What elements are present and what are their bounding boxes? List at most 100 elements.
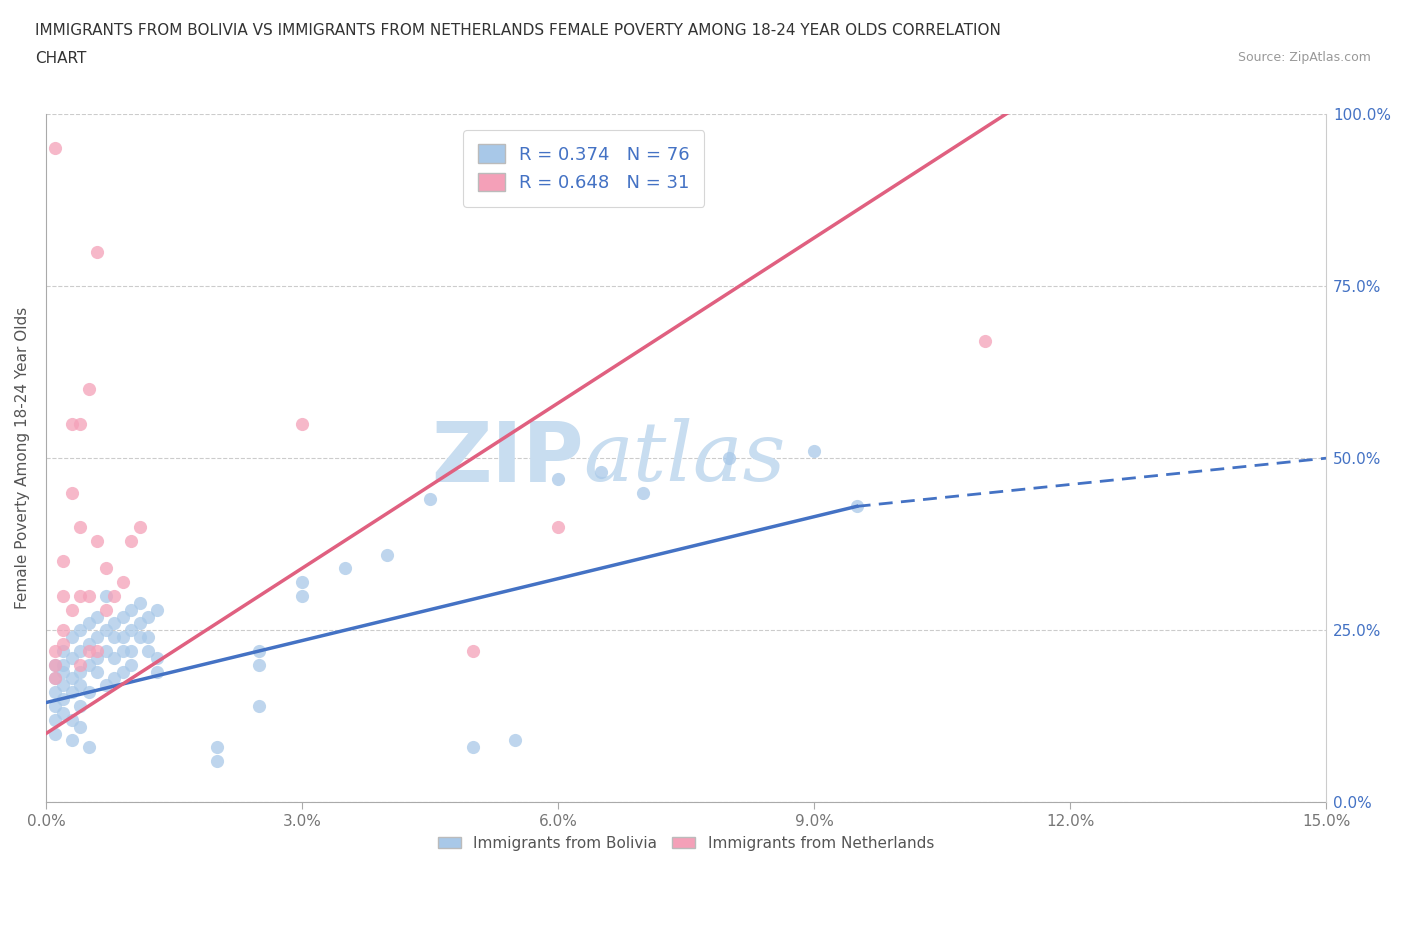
Point bbox=[128, 630, 150, 644]
Point bbox=[205, 740, 228, 755]
Point bbox=[505, 733, 527, 748]
Point bbox=[69, 664, 91, 679]
Text: CHART: CHART bbox=[35, 51, 87, 66]
Point bbox=[69, 520, 91, 535]
Point bbox=[845, 498, 868, 513]
Point bbox=[547, 520, 569, 535]
Point bbox=[60, 603, 83, 618]
Point bbox=[633, 485, 655, 500]
Point bbox=[52, 658, 75, 672]
Legend: Immigrants from Bolivia, Immigrants from Netherlands: Immigrants from Bolivia, Immigrants from… bbox=[432, 830, 941, 857]
Point bbox=[547, 472, 569, 486]
Point bbox=[60, 650, 83, 665]
Point bbox=[103, 589, 125, 604]
Text: Source: ZipAtlas.com: Source: ZipAtlas.com bbox=[1237, 51, 1371, 64]
Point bbox=[128, 595, 150, 610]
Point bbox=[128, 616, 150, 631]
Point bbox=[247, 644, 270, 658]
Point bbox=[86, 609, 108, 624]
Point bbox=[69, 644, 91, 658]
Point bbox=[77, 589, 100, 604]
Point bbox=[461, 644, 484, 658]
Point bbox=[77, 616, 100, 631]
Point bbox=[146, 664, 169, 679]
Point bbox=[44, 726, 66, 741]
Point bbox=[60, 417, 83, 432]
Point bbox=[111, 664, 134, 679]
Point bbox=[111, 644, 134, 658]
Point bbox=[247, 698, 270, 713]
Point bbox=[461, 740, 484, 755]
Point bbox=[69, 719, 91, 734]
Point bbox=[77, 740, 100, 755]
Point bbox=[52, 637, 75, 652]
Point bbox=[77, 382, 100, 397]
Point bbox=[94, 644, 117, 658]
Point bbox=[94, 603, 117, 618]
Point bbox=[120, 534, 142, 549]
Point bbox=[94, 623, 117, 638]
Point bbox=[291, 417, 314, 432]
Point bbox=[111, 575, 134, 590]
Point bbox=[86, 650, 108, 665]
Point bbox=[333, 561, 356, 576]
Point bbox=[44, 141, 66, 156]
Point bbox=[77, 684, 100, 699]
Point bbox=[138, 644, 160, 658]
Point bbox=[146, 650, 169, 665]
Point bbox=[44, 671, 66, 686]
Point bbox=[44, 698, 66, 713]
Point bbox=[60, 684, 83, 699]
Point bbox=[52, 664, 75, 679]
Point bbox=[86, 630, 108, 644]
Point bbox=[138, 630, 160, 644]
Point bbox=[86, 245, 108, 259]
Point bbox=[291, 575, 314, 590]
Point bbox=[803, 444, 825, 458]
Point bbox=[146, 603, 169, 618]
Point bbox=[69, 589, 91, 604]
Point bbox=[52, 678, 75, 693]
Point bbox=[103, 616, 125, 631]
Point bbox=[973, 334, 995, 349]
Text: atlas: atlas bbox=[583, 418, 786, 498]
Point bbox=[103, 671, 125, 686]
Point bbox=[77, 644, 100, 658]
Point bbox=[375, 547, 398, 562]
Point bbox=[120, 658, 142, 672]
Point bbox=[60, 630, 83, 644]
Point bbox=[86, 534, 108, 549]
Point bbox=[60, 733, 83, 748]
Point bbox=[44, 712, 66, 727]
Point bbox=[69, 658, 91, 672]
Point bbox=[44, 658, 66, 672]
Point bbox=[111, 609, 134, 624]
Point bbox=[205, 753, 228, 768]
Point bbox=[86, 644, 108, 658]
Point bbox=[69, 417, 91, 432]
Point bbox=[52, 644, 75, 658]
Text: ZIP: ZIP bbox=[432, 418, 583, 498]
Point bbox=[69, 678, 91, 693]
Point bbox=[94, 589, 117, 604]
Point bbox=[120, 603, 142, 618]
Point bbox=[60, 671, 83, 686]
Point bbox=[86, 664, 108, 679]
Point bbox=[52, 623, 75, 638]
Point bbox=[52, 589, 75, 604]
Point bbox=[44, 644, 66, 658]
Point bbox=[103, 650, 125, 665]
Point bbox=[120, 623, 142, 638]
Y-axis label: Female Poverty Among 18-24 Year Olds: Female Poverty Among 18-24 Year Olds bbox=[15, 307, 30, 609]
Point bbox=[52, 706, 75, 721]
Point bbox=[103, 630, 125, 644]
Text: IMMIGRANTS FROM BOLIVIA VS IMMIGRANTS FROM NETHERLANDS FEMALE POVERTY AMONG 18-2: IMMIGRANTS FROM BOLIVIA VS IMMIGRANTS FR… bbox=[35, 23, 1001, 38]
Point bbox=[69, 623, 91, 638]
Point bbox=[120, 644, 142, 658]
Point bbox=[128, 520, 150, 535]
Point bbox=[52, 554, 75, 569]
Point bbox=[717, 451, 740, 466]
Point bbox=[44, 671, 66, 686]
Point bbox=[419, 492, 441, 507]
Point bbox=[77, 637, 100, 652]
